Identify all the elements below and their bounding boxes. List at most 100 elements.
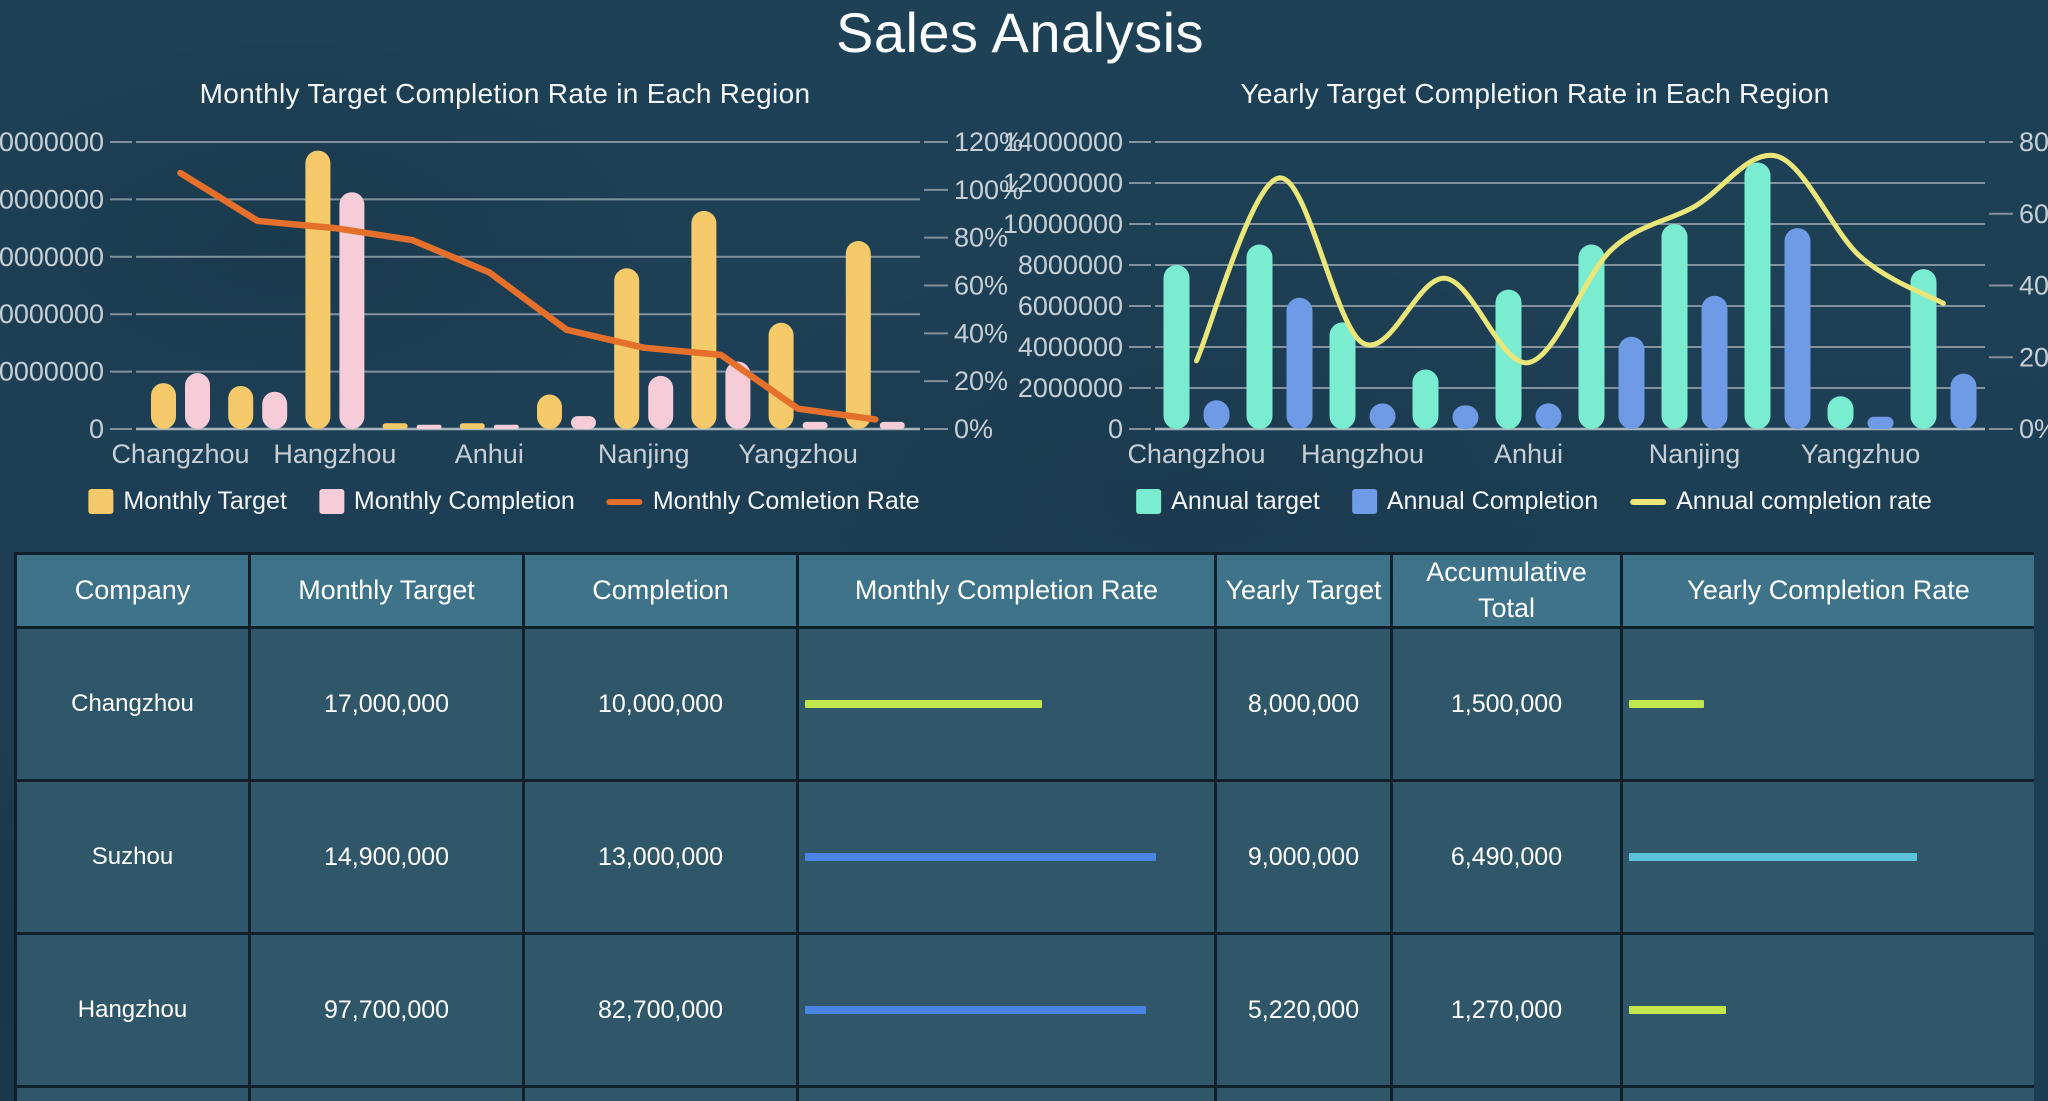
table-row-changzhou: Changzhou 17,000,000 10,000,000 8,000,000 1,… <box>14 626 2034 782</box>
cell-monthly-completion-rate-bar <box>805 700 1042 708</box>
left-axis-label: 6000000 <box>1018 291 1123 321</box>
right-axis-label: 40% <box>954 318 1008 348</box>
cell-completion: 10,000,000 <box>522 626 799 782</box>
bar-annual-target-2 <box>1329 322 1356 429</box>
column-header-monthly-target: Monthly Target <box>248 552 525 629</box>
bar-monthly-target-3 <box>382 423 408 429</box>
left-axis-label: 0 <box>1108 414 1123 444</box>
legend-square-swatch <box>1351 489 1377 514</box>
bar-annual-target-7 <box>1744 162 1771 429</box>
cell-yearly-completion-rate <box>1620 1085 2034 1101</box>
cell-company: Changzhou <box>14 626 251 782</box>
left-axis-label: 20000000 <box>0 357 104 387</box>
bar-monthly-target-1 <box>228 385 254 429</box>
bar-monthly-completion-7 <box>725 361 751 429</box>
right-axis-label: 20% <box>2019 342 2048 372</box>
cell-yearly-completion-rate <box>1620 932 2034 1088</box>
yearly-chart-legend: Annual target Annual Completion Annual com… <box>1136 487 1932 516</box>
legend-item-monthly-comletion-rate: Monthly Comletion Rate <box>606 487 920 516</box>
bar-monthly-completion-1 <box>262 391 288 429</box>
legend-item-annual-completion: Annual Completion <box>1351 487 1599 516</box>
right-axis-label: 120% <box>954 127 1023 157</box>
left-axis-label: 100000000 <box>0 127 104 157</box>
right-axis-label: 80% <box>2019 127 2048 157</box>
legend-label: Annual Completion <box>1386 487 1599 515</box>
right-axis-label: 20% <box>954 366 1008 396</box>
bar-annual-completion-6 <box>1701 295 1728 429</box>
legend-line-swatch <box>606 498 643 505</box>
x-axis-label: Yangzhou <box>738 439 858 469</box>
bar-annual-target-9 <box>1910 269 1937 429</box>
bar-annual-completion-9 <box>1950 373 1977 429</box>
bar-monthly-completion-4 <box>493 424 519 429</box>
cell-monthly-completion-rate-track <box>805 853 1208 861</box>
bar-annual-completion-0 <box>1203 400 1230 429</box>
cell-company: Hangzhou <box>14 932 251 1088</box>
x-axis-label: Changzhou <box>111 439 249 469</box>
bar-monthly-completion-0 <box>185 373 210 429</box>
x-axis-label: Yangzhuo <box>1801 439 1921 469</box>
bar-monthly-target-5 <box>537 394 562 429</box>
legend-label: Monthly Comletion Rate <box>652 487 920 515</box>
column-header-yearly-target: Yearly Target <box>1214 552 1393 629</box>
cell-yearly-completion-rate-track <box>1629 1006 2028 1014</box>
cell-yearly-completion-rate-bar <box>1629 853 1917 861</box>
rate-line-yearly <box>1194 152 1946 366</box>
cell-monthly-completion-rate-track <box>805 1006 1208 1014</box>
cell-yearly-target: 8,000,000 <box>1214 626 1393 782</box>
legend-square-swatch <box>88 489 114 514</box>
bar-annual-completion-8 <box>1867 416 1894 429</box>
cell-monthly-completion-rate-bar <box>805 1006 1146 1014</box>
left-axis-label: 12000000 <box>1003 168 1123 198</box>
left-axis-label: 80000000 <box>0 184 104 214</box>
page-title: Sales Analysis <box>835 1 1205 64</box>
cell-monthly-target: 14,900,000 <box>248 779 525 935</box>
right-axis-label: 0% <box>2019 414 2048 444</box>
cell-yearly-target: 9,000,000 <box>1214 779 1393 935</box>
cell-completion: 13,000,000 <box>522 779 799 935</box>
cell-monthly-target: 97,700,000 <box>248 932 525 1088</box>
legend-label: Annual completion rate <box>1676 487 1932 515</box>
x-axis-label: Hangzhou <box>273 439 396 469</box>
column-header-completion: Completion <box>522 552 799 629</box>
cell-monthly-completion-rate <box>796 626 1217 782</box>
x-axis-label: Nanjing <box>598 439 690 469</box>
legend-label: Monthly Target <box>123 487 287 515</box>
cell-yearly-completion-rate-bar <box>1629 1006 1726 1014</box>
cell-completion: 82,700,000 <box>522 932 799 1088</box>
right-axis-label: 80% <box>954 223 1008 253</box>
right-axis-label: 0% <box>954 414 993 444</box>
table-header-row: Company Monthly Target Completion Monthly C… <box>14 552 2034 629</box>
cell-accumulative-total: 1,500,000 <box>1390 626 1623 782</box>
summary-table: Company Monthly Target Completion Monthly C… <box>14 552 2034 1101</box>
column-header-accumulative-total: Accumulative Total <box>1390 552 1623 629</box>
bar-annual-target-0 <box>1163 265 1190 429</box>
cell-yearly-completion-rate-bar <box>1629 700 1704 708</box>
bar-annual-completion-7 <box>1784 228 1811 429</box>
cell-monthly-completion-rate-track <box>805 700 1208 708</box>
bar-monthly-completion-5 <box>571 416 596 429</box>
legend-item-annual-completion-rate: Annual completion rate <box>1630 487 1932 516</box>
bar-monthly-target-0 <box>151 383 176 429</box>
column-header-monthly-completion-rate: Monthly Completion Rate <box>796 552 1217 629</box>
cell-monthly-completion-rate <box>796 779 1217 935</box>
bar-annual-target-8 <box>1827 396 1854 429</box>
legend-item-monthly-completion: Monthly Completion <box>318 487 575 516</box>
monthly-chart-title: Monthly Target Completion Rate in Each R… <box>199 78 811 109</box>
cell-accumulative-total: 1,270,000 <box>1390 932 1623 1088</box>
left-axis-label: 60000000 <box>0 242 104 272</box>
monthly-chart-legend: Monthly Target Monthly Completion Monthly … <box>88 487 920 516</box>
cell-accumulative-total: 6,490,000 <box>1390 779 1623 935</box>
legend-label: Monthly Completion <box>353 487 575 515</box>
bar-monthly-completion-8 <box>802 421 828 429</box>
x-axis-label: Changzhou <box>1127 439 1265 469</box>
right-axis-label: 60% <box>954 271 1008 301</box>
bar-monthly-completion-6 <box>648 375 674 429</box>
x-axis-label: Anhui <box>455 439 524 469</box>
bar-monthly-target-6 <box>614 268 640 429</box>
cell-yearly-target: 5,220,000 <box>1214 932 1393 1088</box>
bar-annual-target-4 <box>1495 289 1522 429</box>
cell-monthly-completion-rate <box>796 1085 1217 1101</box>
bar-monthly-target-7 <box>691 210 717 429</box>
